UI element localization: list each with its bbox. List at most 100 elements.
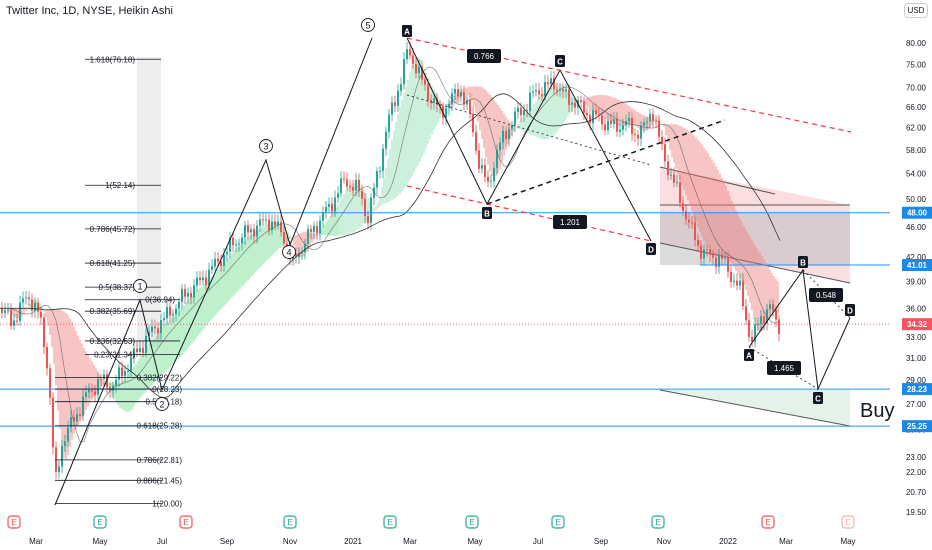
candle <box>448 103 450 109</box>
candle <box>244 225 246 238</box>
candle <box>412 55 414 64</box>
fib-label: 0.786(22.81) <box>137 456 183 465</box>
candle <box>763 316 765 324</box>
candle <box>205 277 207 286</box>
candle <box>382 148 384 171</box>
event-mark <box>7 515 21 529</box>
candle <box>241 237 243 244</box>
candle <box>748 320 750 337</box>
candle <box>391 102 393 115</box>
event-mark <box>179 515 193 529</box>
pattern-point-box <box>402 25 412 37</box>
candle <box>490 181 492 183</box>
fib-label: 1.618(76.18) <box>90 55 136 64</box>
candle <box>220 261 222 266</box>
candle <box>535 90 537 92</box>
candle <box>1 308 3 314</box>
candle <box>409 49 411 56</box>
candle <box>400 84 402 91</box>
event-mark-letter: E <box>845 518 850 527</box>
ratio-label: 1.201 <box>560 218 581 227</box>
time-tick: Nov <box>657 537 671 546</box>
candle <box>460 92 462 97</box>
candle <box>190 292 192 298</box>
fib-label: 0.786(45.72) <box>90 225 136 234</box>
candle <box>487 177 489 182</box>
candle <box>760 316 762 325</box>
time-tick: 2021 <box>344 537 362 546</box>
candle <box>328 203 330 207</box>
black-dash-line <box>486 119 726 205</box>
ratio-label: 0.548 <box>816 291 837 300</box>
chart-title: Twitter Inc, 1D, NYSE, Heikin Ashi <box>6 5 173 17</box>
candle <box>529 92 531 112</box>
pattern-point-label: A <box>746 352 752 361</box>
pattern-point-label: D <box>847 307 853 316</box>
candle <box>13 320 15 326</box>
candle <box>688 219 690 223</box>
candle <box>628 117 630 122</box>
candle <box>562 89 564 92</box>
fib-label: 0(36.94) <box>145 296 175 305</box>
candle <box>352 187 354 191</box>
event-mark-letter: E <box>183 518 188 527</box>
price-tick: 33.00 <box>906 333 927 342</box>
candle <box>466 100 468 105</box>
candle <box>307 229 309 244</box>
candle <box>217 258 219 262</box>
candle <box>25 297 27 299</box>
candle <box>544 82 546 97</box>
candle <box>262 219 264 221</box>
candle <box>277 221 279 226</box>
candle <box>634 133 636 135</box>
candle <box>406 49 408 60</box>
time-axis: Mar May Jul Sep Nov 2021 Mar May Jul Sep Nov 2022 Ma… <box>29 537 855 546</box>
candle <box>208 269 210 286</box>
elliott-wave <box>54 37 373 506</box>
candle <box>64 441 66 447</box>
candle <box>235 244 237 246</box>
price-tick: 31.00 <box>906 354 927 363</box>
candle <box>127 370 129 372</box>
fib-label: 0.618(41.25) <box>90 259 136 268</box>
candle <box>226 251 228 255</box>
time-tick: Jul <box>157 537 167 546</box>
candle <box>571 102 573 105</box>
candle <box>454 89 456 94</box>
ratio-label: 1.465 <box>774 364 795 373</box>
candle <box>340 178 342 194</box>
abcd-diag-2 <box>802 269 851 319</box>
candle <box>403 59 405 85</box>
candle <box>610 120 612 125</box>
price-tick: 36.00 <box>906 304 927 313</box>
wave-label: 1 <box>137 282 142 292</box>
candle <box>100 379 102 381</box>
price-tick: 62.00 <box>906 124 927 133</box>
candle <box>691 222 693 224</box>
candle <box>211 266 213 270</box>
buy-zone-edge <box>659 389 851 427</box>
wave-circle <box>133 279 147 293</box>
time-tick: May <box>467 537 482 546</box>
candle <box>613 119 615 125</box>
candle <box>502 130 504 143</box>
fib-label: 1(52.14) <box>105 181 135 190</box>
candle <box>271 221 273 231</box>
wave-circle <box>361 18 375 32</box>
candle <box>160 320 162 334</box>
currency-button[interactable]: USD <box>904 3 928 18</box>
candle <box>142 347 144 353</box>
candle <box>418 67 420 74</box>
candle <box>196 277 198 286</box>
time-tick: May <box>92 537 107 546</box>
candle <box>493 167 495 182</box>
event-mark-letter: E <box>765 518 770 527</box>
candle <box>658 120 660 137</box>
candle <box>655 120 657 122</box>
price-tick: 54.00 <box>906 170 927 179</box>
axis-price-box <box>902 383 932 396</box>
ma-fast-line <box>0 66 781 443</box>
candle <box>67 427 69 442</box>
fib-label: 0.382(35.69) <box>90 307 136 316</box>
